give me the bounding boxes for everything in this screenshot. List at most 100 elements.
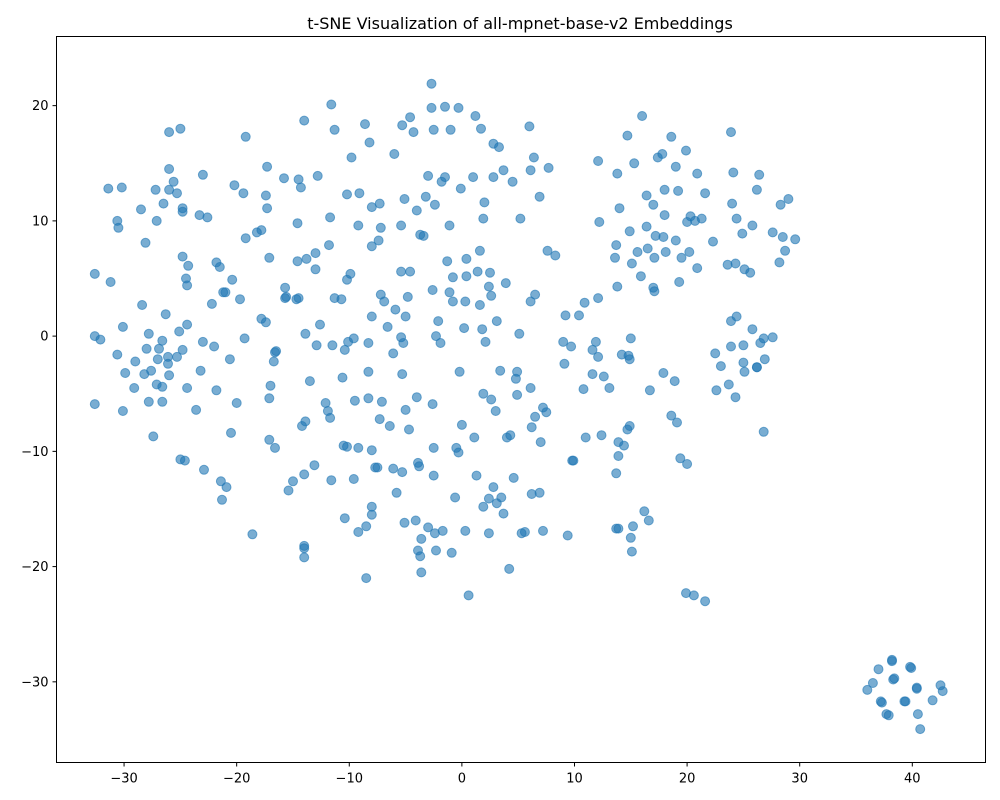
scatter-point — [191, 404, 202, 415]
scatter-point — [324, 240, 334, 251]
scatter-point — [202, 212, 213, 223]
scatter-point — [148, 431, 159, 442]
y-tick-label: 0 — [40, 330, 48, 345]
scatter-point — [649, 286, 660, 297]
scatter-point — [543, 162, 554, 173]
scatter-point — [672, 417, 682, 428]
scatter-point — [622, 424, 633, 435]
scatter-point — [141, 343, 152, 354]
scatter-point — [538, 525, 548, 536]
scatter-point — [120, 368, 131, 378]
scatter-point — [490, 406, 501, 416]
scatter-point — [747, 220, 758, 231]
scatter-point — [587, 344, 598, 355]
scatter-point — [364, 137, 375, 148]
scatter-point — [231, 398, 242, 408]
scatter-point — [611, 468, 622, 479]
scatter-point — [420, 191, 431, 202]
scatter-point — [688, 590, 699, 601]
scatter-point — [676, 252, 687, 263]
scatter-point — [474, 300, 485, 310]
scatter-point — [622, 130, 633, 141]
scatter-point — [235, 294, 245, 305]
scatter-point — [143, 328, 154, 339]
scatter-point — [283, 485, 294, 496]
scatter-point — [594, 217, 605, 227]
scatter-point — [338, 440, 349, 451]
scatter-point — [883, 710, 894, 721]
scatter-point — [312, 170, 323, 181]
scatter-point — [900, 696, 911, 707]
scatter-point — [89, 268, 100, 279]
scatter-point — [397, 369, 408, 380]
scatter-point — [624, 354, 635, 365]
scatter-point — [270, 347, 280, 358]
scatter-point — [89, 399, 100, 410]
scatter-point — [164, 164, 175, 174]
scatter-point — [524, 121, 535, 132]
scatter-point — [700, 596, 711, 607]
scatter-point — [382, 321, 393, 332]
scatter-point — [612, 281, 623, 292]
scatter-point — [428, 470, 439, 481]
scatter-point — [626, 546, 637, 557]
scatter-point — [411, 392, 422, 403]
scatter-point — [767, 227, 778, 238]
scatter-point — [197, 336, 208, 347]
scatter-point — [363, 393, 374, 404]
scatter-point — [157, 396, 168, 407]
scatter-point — [400, 404, 411, 415]
scatter-point — [400, 311, 411, 322]
scatter-point — [905, 661, 916, 672]
scatter-point — [715, 361, 726, 372]
scatter-point — [508, 472, 519, 483]
scatter-point — [453, 102, 464, 113]
scatter-point — [469, 432, 480, 443]
scatter-point — [626, 258, 637, 269]
scatter-point — [221, 482, 232, 493]
scatter-point — [566, 341, 577, 352]
scatter-point — [426, 102, 437, 113]
scatter-point — [486, 290, 497, 301]
scatter-point — [361, 521, 372, 532]
scatter-point — [711, 385, 722, 396]
scatter-point — [363, 338, 374, 348]
scatter-point — [759, 354, 770, 365]
scatter-point — [361, 573, 372, 584]
scatter-point — [937, 686, 948, 697]
scatter-point — [649, 252, 660, 263]
scatter-point — [666, 410, 677, 421]
scatter-point — [751, 184, 762, 195]
scatter-point — [751, 362, 762, 373]
scatter-point — [164, 127, 175, 138]
scatter-point — [525, 165, 536, 176]
scatter-point — [172, 188, 182, 199]
scatter-point — [498, 165, 509, 176]
scatter-point — [117, 406, 128, 416]
scatter-point — [708, 236, 718, 247]
scatter-point — [660, 247, 671, 257]
scatter-point — [379, 296, 390, 307]
scatter-point — [389, 149, 400, 159]
scatter-point — [227, 274, 238, 285]
scatter-point — [478, 501, 489, 512]
scatter-point — [611, 240, 622, 251]
scatter-point — [491, 316, 502, 327]
scatter-point — [399, 194, 410, 204]
scatter-point — [427, 285, 438, 295]
scatter-point — [641, 190, 652, 201]
scatter-point — [182, 383, 193, 393]
scatter-point — [105, 277, 116, 287]
scatter-point — [632, 247, 643, 257]
scatter-point — [731, 311, 742, 322]
scatter-point — [534, 487, 545, 498]
scatter-point — [423, 522, 434, 533]
scatter-point — [498, 508, 509, 519]
scatter-point — [366, 311, 377, 322]
scatter-point — [460, 525, 471, 536]
scatter-point — [177, 251, 188, 262]
y-tick-label: 10 — [32, 214, 49, 229]
scatter-point — [642, 243, 653, 254]
scatter-point — [427, 399, 438, 410]
scatter-point — [754, 169, 765, 180]
